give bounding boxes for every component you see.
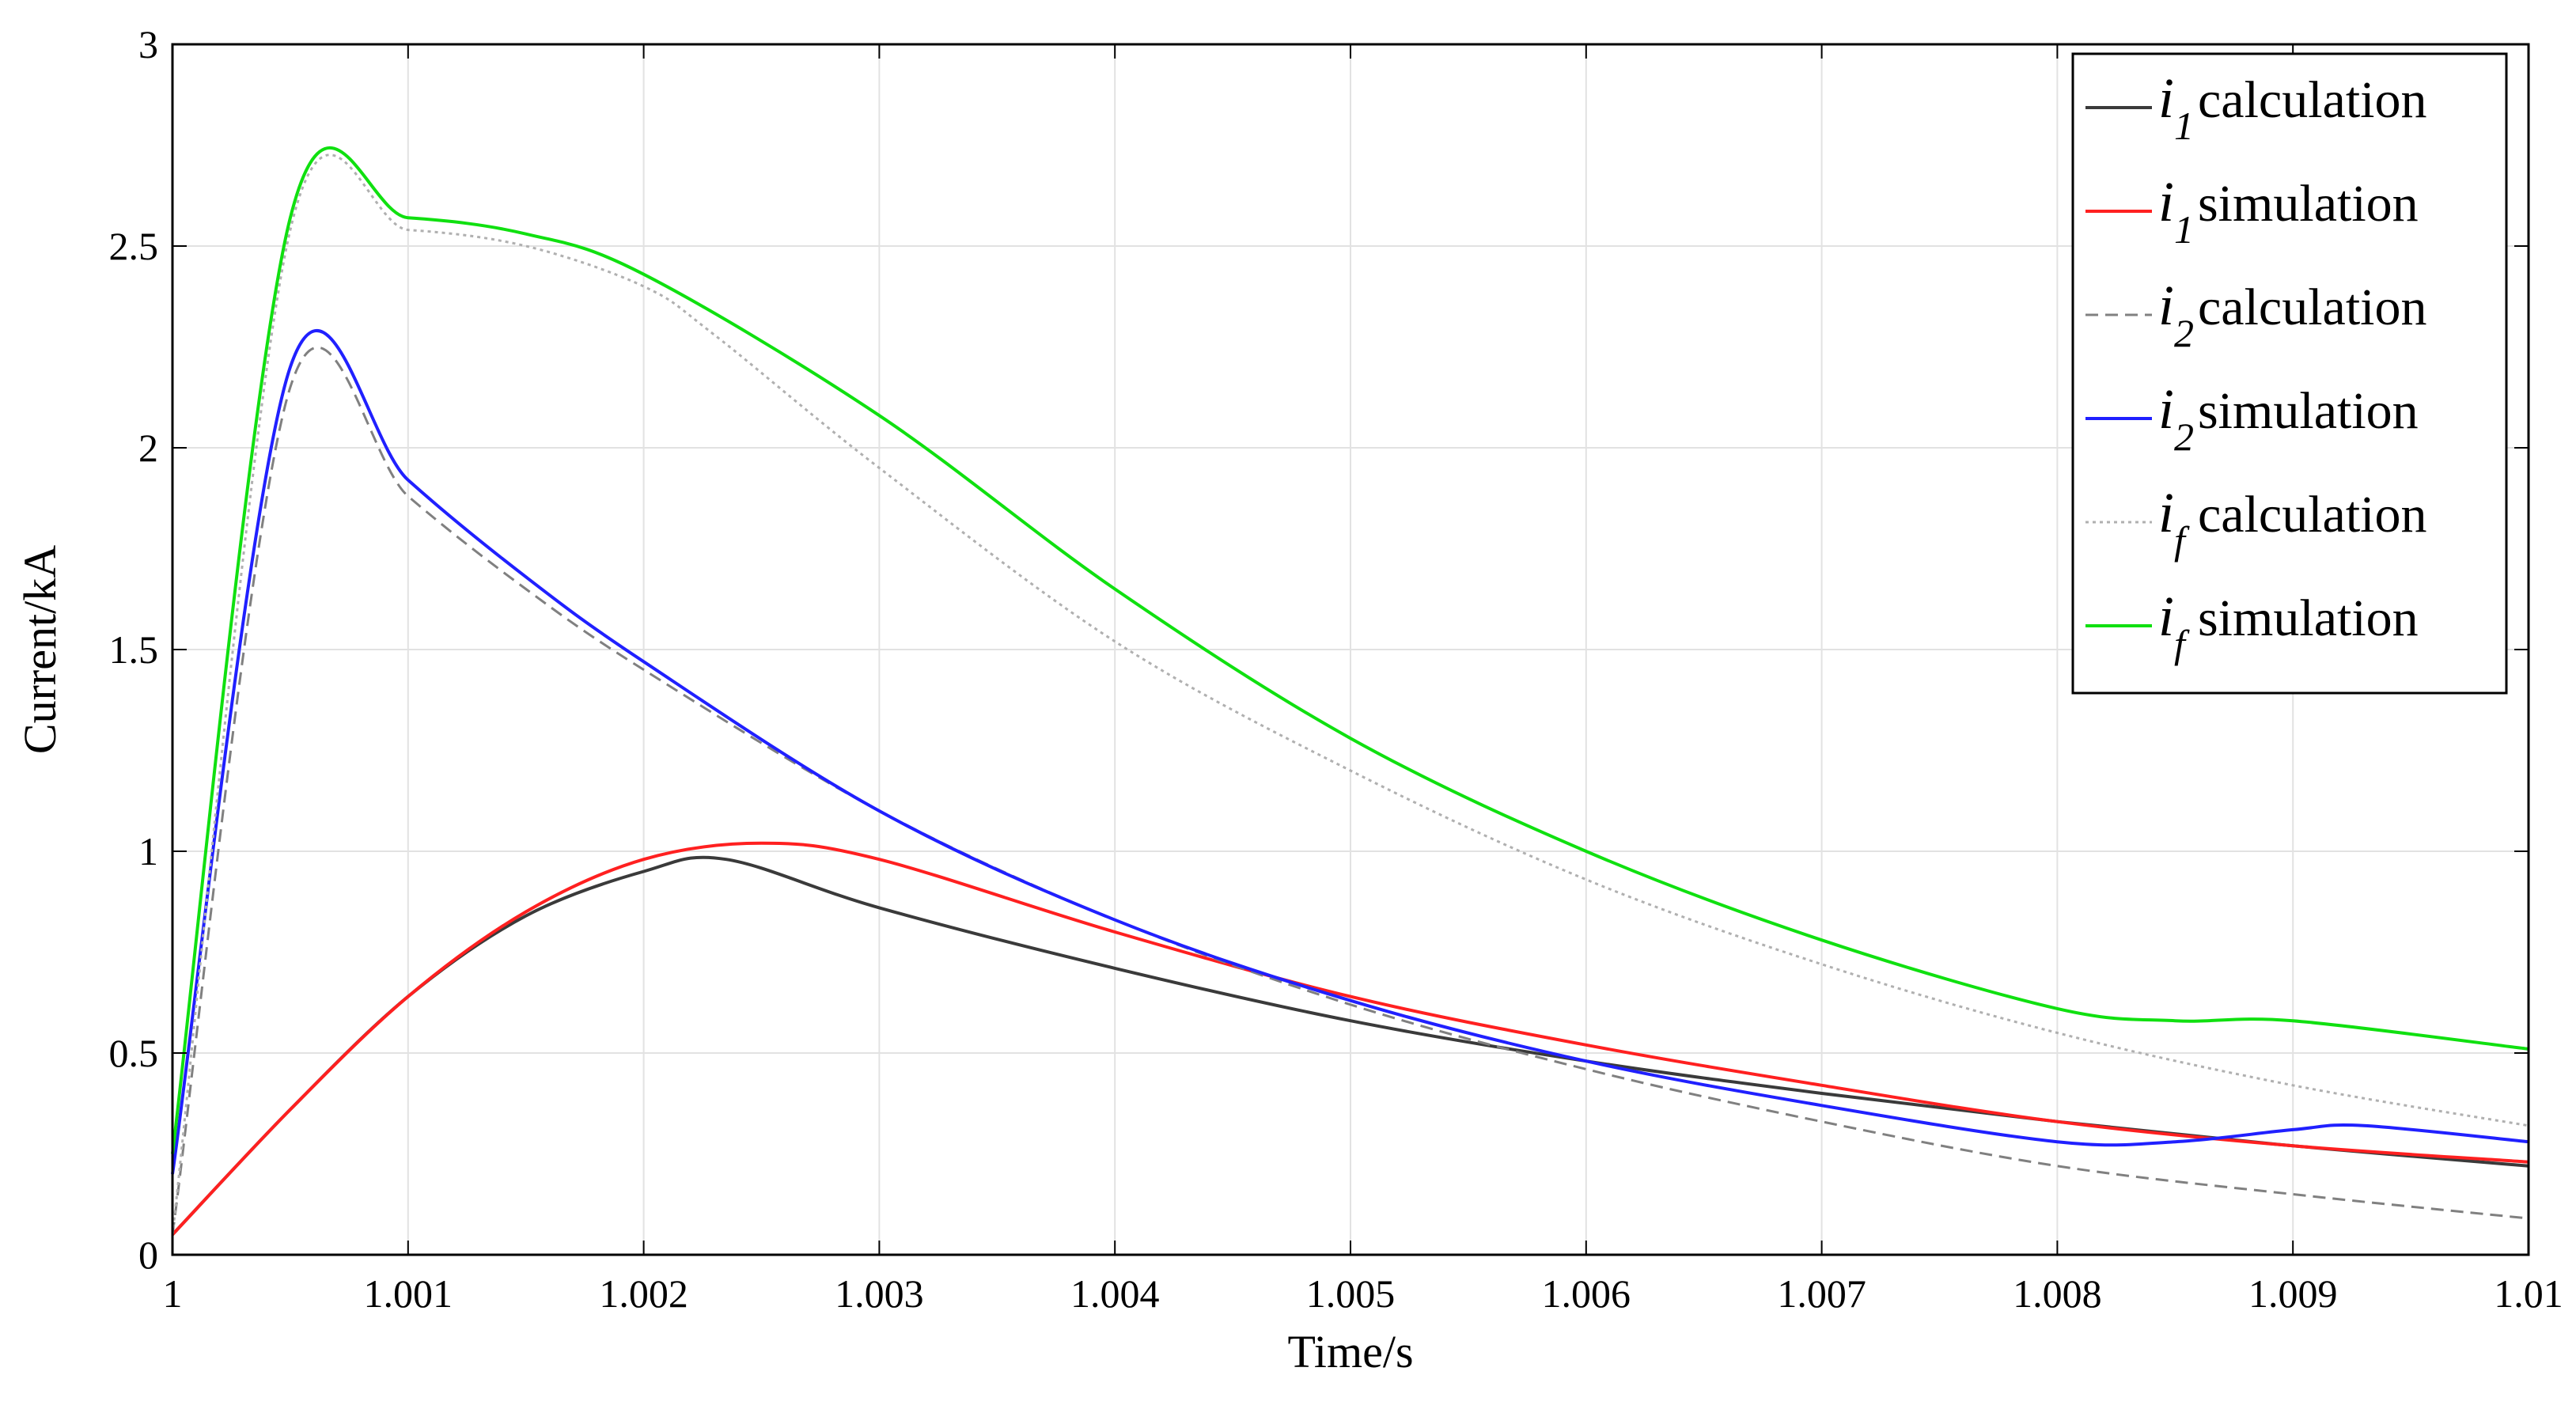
legend-subscript: 2: [2174, 415, 2194, 459]
legend-label: calculation: [2198, 71, 2427, 129]
legend-symbol: i: [2158, 66, 2174, 130]
x-tick-label: 1.003: [835, 1271, 924, 1316]
x-tick-label: 1.004: [1070, 1271, 1160, 1316]
ticks: 1 1.001 1.002 1.003 1.004 1.005 1.006 1.007 1.00…: [109, 22, 2563, 1316]
y-tick-label: 1.5: [109, 627, 159, 672]
y-tick-label: 0.5: [109, 1031, 159, 1075]
series-line-i2-simulation: [171, 329, 2529, 1175]
legend-subscript: 1: [2174, 104, 2194, 148]
series-line-if-simulation: [171, 146, 2529, 1154]
y-axis-title: Current/kA: [14, 545, 66, 754]
legend-label: calculation: [2198, 278, 2427, 336]
x-tick-label: 1.002: [599, 1271, 688, 1316]
y-tick-label: 0: [138, 1233, 158, 1277]
x-tick-label: 1.006: [1542, 1271, 1631, 1316]
y-tick-label: 2.5: [109, 224, 159, 268]
x-tick-label: 1.008: [2013, 1271, 2102, 1316]
series-line-if-calculation: [171, 153, 2529, 1235]
x-tick-label: 1.001: [364, 1271, 453, 1316]
series-line-i1-simulation: [171, 841, 2529, 1236]
legend-symbol: i: [2158, 170, 2174, 233]
x-tick-label: 1.005: [1306, 1271, 1396, 1316]
x-axis-title: Time/s: [1287, 1326, 1413, 1377]
legend-box: [2071, 52, 2508, 695]
legend-label: simulation: [2198, 589, 2419, 647]
legend-label: calculation: [2198, 486, 2427, 544]
legend-label: simulation: [2198, 175, 2419, 233]
legend-symbol: i: [2158, 274, 2174, 337]
legend-symbol: i: [2158, 585, 2174, 648]
legend-label: simulation: [2198, 382, 2419, 440]
y-tick-label: 1: [138, 829, 158, 873]
x-tick-label: 1.007: [1777, 1271, 1866, 1316]
legend-subscript: 2: [2174, 311, 2194, 355]
y-tick-label: 3: [138, 22, 158, 66]
legend-symbol: i: [2158, 377, 2174, 441]
series-group: [171, 146, 2529, 1236]
legend-symbol: i: [2158, 481, 2174, 544]
y-tick-label: 2: [138, 426, 158, 470]
legend-subscript: 1: [2174, 207, 2194, 252]
x-tick-label: 1: [163, 1271, 183, 1316]
x-tick-label: 1.009: [2248, 1271, 2338, 1316]
x-tick-label: 1.01: [2494, 1271, 2563, 1316]
